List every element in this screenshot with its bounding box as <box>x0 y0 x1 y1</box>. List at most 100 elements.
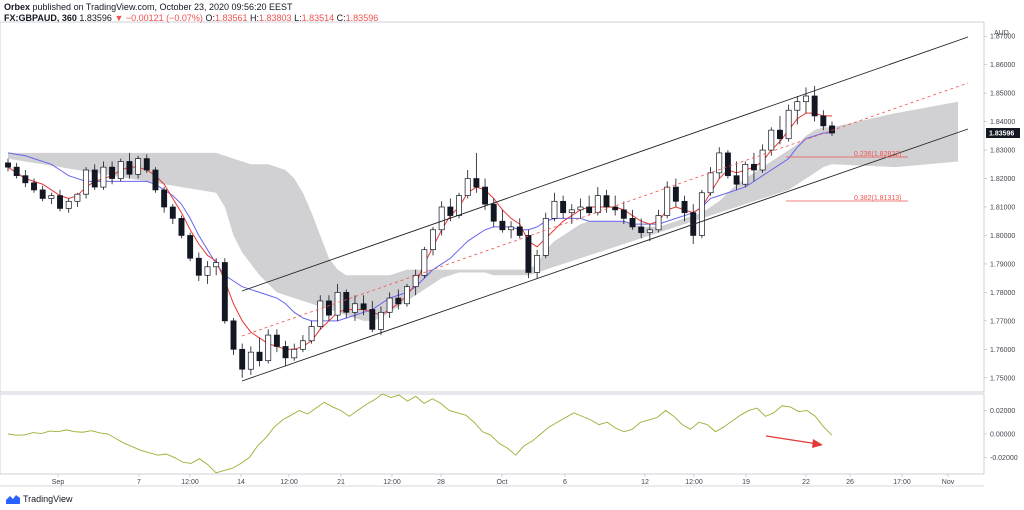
candle-body <box>265 334 272 362</box>
candle-body <box>343 292 350 313</box>
candle <box>638 218 645 239</box>
x-tick-label: 12 <box>641 479 649 486</box>
candle-body <box>74 193 81 202</box>
low-label: L: <box>294 13 302 23</box>
candle-body <box>542 218 549 256</box>
candle-body <box>681 200 688 214</box>
channel-lower-line <box>241 128 969 382</box>
candle-body <box>247 351 254 370</box>
candle <box>577 198 584 219</box>
candle-body <box>378 311 384 330</box>
candle <box>31 178 37 193</box>
x-tick-label: 14 <box>237 479 245 486</box>
channel-midline <box>241 82 969 337</box>
low-value: 1.83514 <box>301 13 335 23</box>
candle <box>109 161 116 185</box>
osc-y-tick-label: 0.00000 <box>990 432 1015 439</box>
candle <box>395 289 402 310</box>
candle <box>39 185 46 202</box>
candle-body <box>803 95 809 103</box>
candle-body <box>100 166 107 188</box>
candle-body <box>204 266 211 276</box>
x-tick-label: 21 <box>337 479 345 486</box>
candle <box>65 198 72 213</box>
candle <box>672 178 679 207</box>
candle-body <box>724 152 731 177</box>
candle-body <box>239 348 246 370</box>
candle <box>655 209 662 233</box>
candle-body <box>490 203 497 222</box>
candle-body <box>698 192 705 236</box>
candle <box>742 161 749 188</box>
candle-body <box>334 292 341 316</box>
x-tick-label: 12:00 <box>383 479 401 486</box>
candle <box>473 152 480 193</box>
y-tick-label: 1.82000 <box>990 176 1015 183</box>
candle <box>178 215 185 239</box>
candle-body <box>65 200 72 209</box>
y-tick-label: 1.75000 <box>990 375 1015 382</box>
high-label: H: <box>250 13 260 23</box>
candle-body <box>473 178 480 188</box>
candle-body <box>794 101 801 111</box>
down-arrow-icon: ▼ <box>114 13 124 23</box>
candle-body <box>91 169 98 188</box>
ichimoku-cloud <box>8 127 832 321</box>
candle <box>594 187 601 216</box>
candle-body <box>638 226 645 233</box>
candle-body <box>213 262 220 268</box>
candle-body <box>13 166 20 177</box>
y-tick-label: 1.81000 <box>990 205 1015 212</box>
candle <box>421 246 428 279</box>
candle <box>221 258 228 324</box>
candle <box>187 232 194 262</box>
candle <box>464 170 471 199</box>
candle-body <box>317 300 324 327</box>
x-tick-label: 22 <box>802 479 810 486</box>
y-tick-label: 1.76000 <box>990 347 1015 354</box>
candle-body <box>629 218 636 228</box>
candle <box>508 221 515 239</box>
candle <box>681 195 688 222</box>
ohlc-legend: FX:GBPAUD, 360 1.83596 ▼ −0.00121 (−0.07… <box>4 13 378 23</box>
candle <box>117 158 124 182</box>
candle-body <box>594 195 601 214</box>
candle <box>378 306 384 336</box>
candle <box>525 229 532 279</box>
candle <box>560 195 567 219</box>
candle <box>239 343 246 378</box>
osc-y-tick-label: -0.02000 <box>990 455 1018 462</box>
candle <box>230 318 237 355</box>
candle-body <box>360 303 367 310</box>
oscillator-line <box>7 393 833 474</box>
candle-body <box>829 125 835 134</box>
candle-body <box>325 300 332 316</box>
candle-body <box>664 186 671 216</box>
publish-info: Orbex published on TradingView.com, Octo… <box>4 2 293 12</box>
candle-body <box>759 149 766 171</box>
candle-body <box>230 320 237 350</box>
candle-body <box>464 178 471 196</box>
candle-body <box>456 195 462 216</box>
candle-body <box>534 255 541 273</box>
candle <box>100 161 107 190</box>
candle <box>91 164 98 190</box>
candle-body <box>768 129 775 151</box>
candle <box>412 269 419 296</box>
candle <box>74 192 81 207</box>
x-tick-label: 7 <box>137 479 141 486</box>
candle <box>794 96 801 125</box>
candle-body <box>143 158 150 171</box>
x-tick-label: 12:00 <box>280 479 298 486</box>
candle <box>317 295 324 330</box>
candle <box>542 212 549 259</box>
candle <box>629 209 636 230</box>
candle-body <box>421 249 428 276</box>
candle-body <box>612 206 619 211</box>
candle <box>13 162 20 179</box>
candle <box>430 226 436 256</box>
high-value: 1.83803 <box>259 13 292 23</box>
x-tick-label: 12:00 <box>685 479 703 486</box>
change-value: −0.00121 (−0.07%) <box>125 13 203 23</box>
